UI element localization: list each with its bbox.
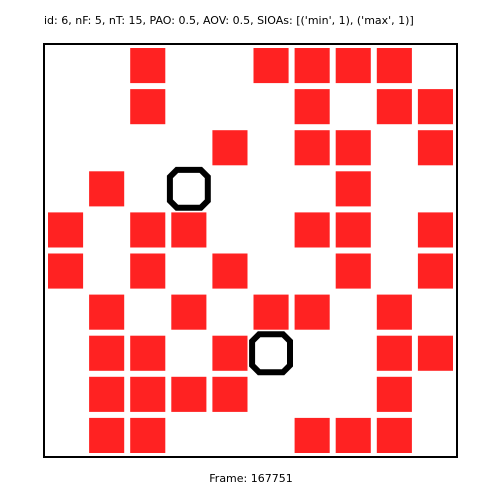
red-tile [335, 171, 371, 207]
red-tile [294, 417, 330, 453]
red-tile [417, 335, 453, 371]
red-tile [89, 376, 125, 412]
red-tile [253, 48, 289, 84]
red-tile [89, 171, 125, 207]
red-tile [335, 253, 371, 289]
red-tile [376, 294, 412, 330]
red-tile [89, 294, 125, 330]
red-tile [212, 130, 248, 166]
red-tile [212, 335, 248, 371]
red-tile [171, 376, 207, 412]
game-board [43, 43, 458, 458]
red-tile [335, 212, 371, 248]
red-tile [376, 417, 412, 453]
red-tile [294, 212, 330, 248]
red-tile [171, 294, 207, 330]
red-tile [253, 294, 289, 330]
agent-ring-icon [166, 166, 211, 211]
red-tile [376, 335, 412, 371]
red-tile [171, 212, 207, 248]
red-tile [335, 417, 371, 453]
red-tile [376, 376, 412, 412]
red-tile [130, 212, 166, 248]
red-tile [130, 376, 166, 412]
red-tile [89, 335, 125, 371]
red-tile [130, 335, 166, 371]
red-tile [376, 48, 412, 84]
red-tile [294, 48, 330, 84]
red-tile [417, 212, 453, 248]
game-status-header: id: 6, nF: 5, nT: 15, PAO: 0.5, AOV: 0.5… [44, 14, 414, 27]
red-tile [376, 89, 412, 125]
red-tile [417, 89, 453, 125]
red-tile [335, 48, 371, 84]
red-tile [212, 376, 248, 412]
red-tile [417, 253, 453, 289]
frame-label: Frame: 167751 [209, 472, 293, 485]
red-tile [130, 89, 166, 125]
red-tile [335, 130, 371, 166]
game-grid [48, 48, 453, 453]
agent-ring-icon [249, 331, 293, 376]
red-tile [294, 89, 330, 125]
red-tile [294, 130, 330, 166]
red-tile [212, 253, 248, 289]
red-tile [130, 48, 166, 84]
red-tile [294, 294, 330, 330]
red-tile [130, 417, 166, 453]
red-tile [48, 253, 84, 289]
red-tile [89, 417, 125, 453]
red-tile [417, 130, 453, 166]
red-tile [48, 212, 84, 248]
red-tile [130, 253, 166, 289]
